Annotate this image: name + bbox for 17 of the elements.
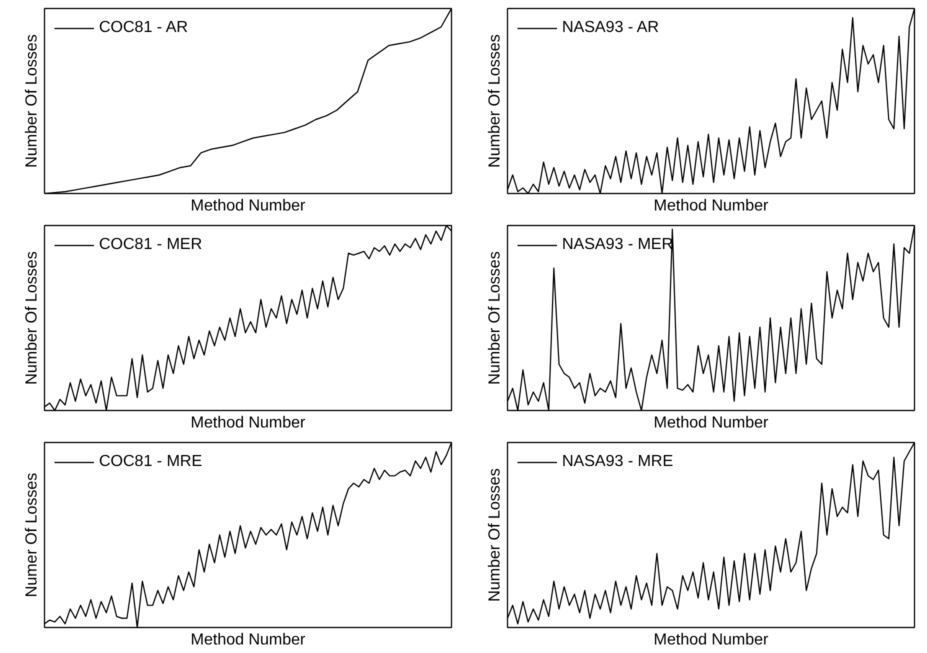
x-axis-title: Method Number — [190, 632, 306, 648]
y-axis-title: Number Of Losses — [24, 34, 40, 168]
legend-label: COC81 - MRE — [99, 453, 202, 471]
y-axis-title: Number Of Losses — [486, 468, 504, 602]
y-axis-title: Number Of Losses — [486, 251, 504, 385]
y-axis-title: Number Of Losses — [486, 34, 504, 168]
x-axis-title: Method Number — [654, 632, 770, 648]
x-axis-title: Method Number — [654, 198, 770, 214]
legend-label: NASA93 - AR — [562, 19, 659, 37]
legend-label: NASA93 - MRE — [562, 453, 674, 471]
legend-label: COC81 - AR — [99, 19, 188, 37]
x-axis-title: Method Number — [654, 414, 770, 432]
y-axis-title: Number Of Losses — [24, 251, 40, 385]
x-axis-title: Method Number — [190, 414, 306, 432]
y-axis-title: Numer Of Losses — [24, 472, 40, 598]
x-axis-title: Method Number — [190, 198, 306, 214]
legend-label: COC81 - MER — [99, 236, 202, 254]
